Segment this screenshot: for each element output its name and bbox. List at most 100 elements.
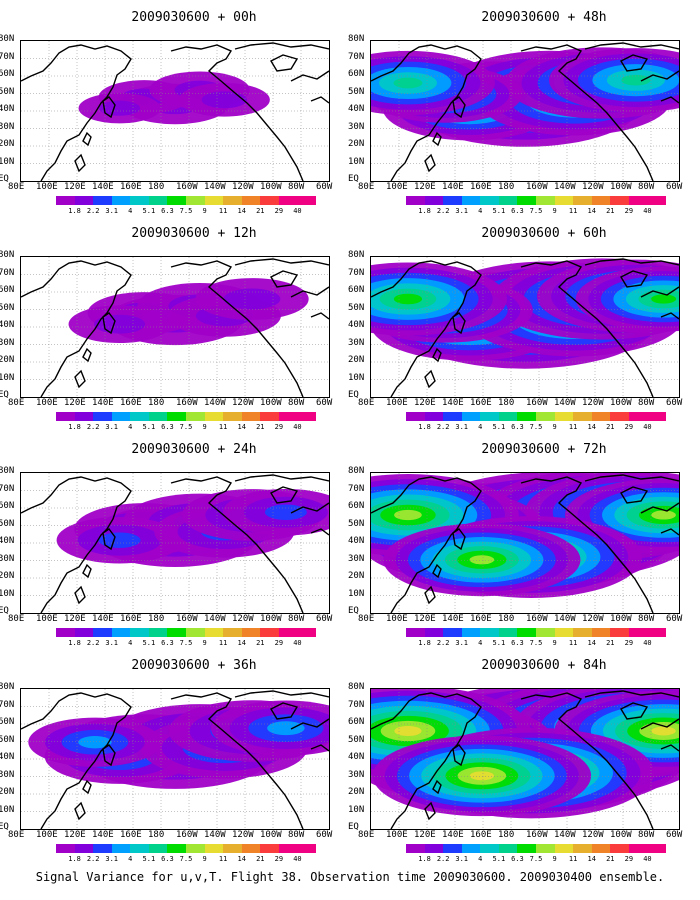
colorbar-swatch (260, 196, 279, 205)
latitude-tick-label: EQ (348, 174, 359, 184)
latitude-tick-label: 40N (348, 752, 365, 762)
latitude-tick-label: 50N (348, 518, 365, 529)
latitude-tick-label: 50N (348, 302, 365, 313)
longitude-tick-label: 80W (288, 830, 305, 840)
colorbar-label: 7.5 (179, 423, 193, 431)
coastline (452, 96, 466, 119)
colorbar-swatch (167, 628, 187, 637)
colorbar-swatch (461, 844, 481, 853)
forecast-panel-p12: 2009030600 + 12h 80N 70N 60N 50N 40N 30N 20N 10N… (0, 226, 350, 438)
longitude-tick-label: 160W (176, 398, 198, 408)
colorbar-label: 14 (587, 207, 596, 215)
longitude-tick-label: 100E (36, 182, 58, 192)
latitude-tick-label: 50N (348, 86, 365, 97)
longitude-tick-label: 140W (204, 182, 226, 192)
colorbar-swatch (130, 412, 149, 421)
longitude-tick-label: 180 (498, 614, 515, 624)
map-plot (20, 688, 330, 830)
colorbar-label: 11 (218, 639, 228, 647)
longitude-tick-label: 120W (582, 398, 604, 408)
colorbar-swatch (167, 196, 187, 205)
longitude-tick-label: 120E (414, 398, 436, 408)
longitude-tick-label: 80W (288, 398, 305, 408)
colorbar-label: 5.1 (492, 639, 506, 647)
variance-contour (651, 726, 676, 736)
colorbar (56, 628, 317, 637)
longitude-tick-label: 180 (498, 398, 515, 408)
colorbar-label: 1.8 (418, 423, 431, 431)
colorbar-label: 1.8 (68, 207, 81, 215)
latitude-tick-label: EQ (348, 822, 359, 832)
latitude-tick-label: 80N (0, 466, 15, 476)
colorbar-label: 2.2 (86, 639, 100, 647)
colorbar-label: 11 (218, 855, 228, 863)
longitude-tick-label: 120W (232, 830, 254, 840)
colorbar-label: 40 (293, 207, 302, 215)
coastline (74, 369, 86, 389)
coastline (452, 312, 466, 335)
latitude-tick-label: 60N (348, 285, 365, 295)
colorbar-swatch (56, 196, 75, 205)
colorbar-label: 1.8 (418, 855, 431, 863)
longitude-tick-label: 60W (666, 830, 683, 840)
coastline (620, 486, 649, 504)
longitude-tick-label: 120W (582, 182, 604, 192)
colorbar-label: 14 (587, 855, 596, 863)
longitude-tick-label: 60W (316, 614, 333, 624)
coastline (290, 502, 329, 514)
latitude-tick-label: 30N (348, 337, 365, 348)
latitude-tick-label: 80N (0, 34, 15, 44)
latitude-tick-label: 80N (348, 682, 365, 692)
colorbar-swatch (536, 196, 555, 205)
coastline (170, 260, 304, 397)
variance-contour (99, 100, 141, 116)
colorbar-swatch (517, 196, 537, 205)
colorbar-swatch (260, 628, 279, 637)
colorbar-swatch (93, 844, 112, 853)
latitude-tick-label: EQ (0, 390, 9, 400)
colorbar-swatch (148, 196, 168, 205)
colorbar-label: 11 (218, 207, 228, 215)
longitude-tick-label: 120W (582, 830, 604, 840)
longitude-tick-label: 140E (92, 830, 114, 840)
colorbar-label: 29 (624, 423, 634, 431)
colorbar-swatch (498, 412, 518, 421)
colorbar-label: 5.1 (142, 639, 156, 647)
coastline (432, 131, 442, 147)
coastline (290, 286, 329, 298)
colorbar-swatch (260, 844, 279, 853)
variance-field (371, 689, 679, 829)
colorbar-swatch (573, 412, 592, 421)
latitude-tick-label: 40N (0, 104, 15, 114)
longitude-tick-label: 160E (120, 830, 142, 840)
coastline (520, 692, 654, 829)
colorbar-label: 1.8 (418, 639, 431, 647)
colorbar-swatch (498, 844, 518, 853)
colorbar-label: 2.2 (436, 855, 450, 863)
forecast-panel-p24: 2009030600 + 24h 80N 70N 60N 50N 40N 30N 20N 10N… (0, 442, 350, 654)
longitude-tick-label: 100E (36, 398, 58, 408)
coastline (270, 486, 299, 504)
longitude-tick-label: 100E (386, 830, 408, 840)
colorbar-swatch (443, 844, 462, 853)
longitude-tick-label: 80W (638, 830, 655, 840)
coastline (432, 779, 442, 795)
colorbar-swatch (628, 412, 648, 421)
colorbar-label: 6.3 (511, 423, 524, 431)
colorbar-label: 9 (552, 855, 557, 863)
colorbar-swatch (406, 628, 425, 637)
colorbar-label: 14 (237, 207, 246, 215)
colorbar-swatch (591, 412, 611, 421)
colorbar-swatch (278, 196, 298, 205)
coastline (520, 476, 654, 613)
coastline (74, 153, 86, 173)
coastline (371, 476, 482, 613)
colorbar-swatch (554, 844, 574, 853)
coastline (21, 476, 132, 613)
colorbar-swatch (610, 196, 629, 205)
variance-field (21, 689, 329, 829)
colorbar-swatch (573, 844, 592, 853)
coastline (310, 744, 329, 752)
variance-contour (98, 532, 141, 548)
colorbar-label: 5.1 (492, 423, 506, 431)
